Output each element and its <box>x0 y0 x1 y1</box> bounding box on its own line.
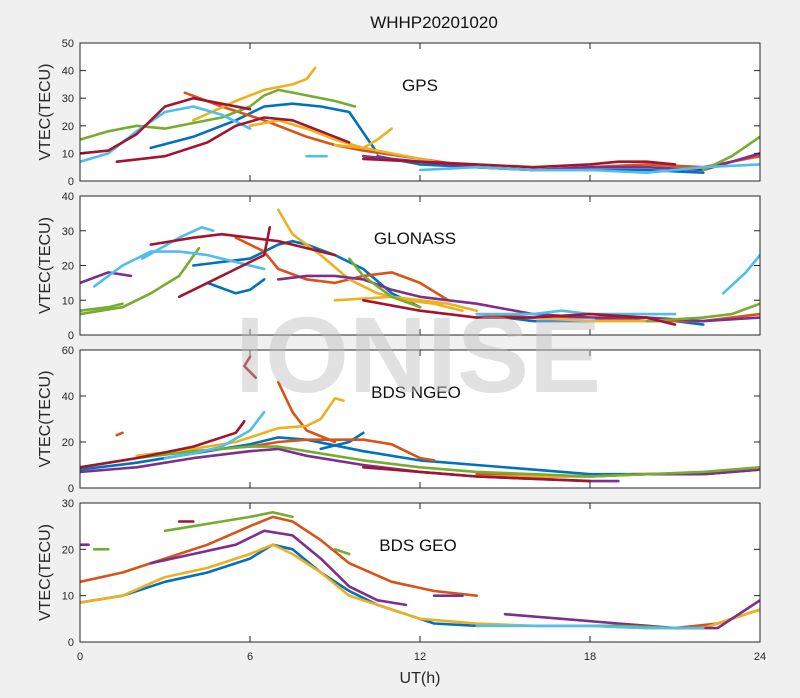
series-line-6 <box>333 295 479 313</box>
y-tick-label: 10 <box>62 591 74 603</box>
panel-name-label: GLONASS <box>374 229 456 248</box>
series-line-17 <box>721 253 760 295</box>
y-tick-label: 40 <box>62 191 74 203</box>
y-tick-label: 0 <box>68 637 74 649</box>
series-line-5 <box>276 208 464 313</box>
series-group <box>80 510 760 630</box>
panel-gps: 0 10 20 30 40 50 VTEC(TECU) GPS <box>37 38 761 188</box>
watermark: IONISE <box>235 294 601 415</box>
x-tick-label: 6 <box>247 651 253 663</box>
y-tick-label: 20 <box>62 121 74 133</box>
series-line-4 <box>276 380 337 444</box>
y-tick-label: 0 <box>68 483 74 495</box>
series-line-12 <box>475 624 705 630</box>
panel-name-label: BDS GEO <box>379 536 456 555</box>
panel-bds-ngeo: 0 20 40 60 VTEC(TECU) BDS NGEO <box>37 345 761 495</box>
panel-name-label: GPS <box>402 76 438 95</box>
series-line-2 <box>206 278 266 295</box>
series-line-2 <box>115 431 124 437</box>
series-line-8 <box>163 510 294 533</box>
series-line-11 <box>80 246 201 316</box>
series-line-18 <box>149 232 337 257</box>
series-line-13 <box>80 419 246 469</box>
y-tick-label: 50 <box>62 38 74 50</box>
series-line-15 <box>141 226 215 260</box>
x-tick-label: 0 <box>77 651 83 663</box>
series-line-0 <box>192 239 422 309</box>
panel-bds-geo: 0 10 20 30 0 6 12 18 24 VTEC(TECU) BDS GEO <box>37 498 766 663</box>
series-line-14 <box>361 465 592 483</box>
y-axis-label: VTEC(TECU) <box>37 524 54 621</box>
series-line-14 <box>115 116 351 163</box>
y-tick-label: 40 <box>62 391 74 403</box>
series-line-6 <box>135 396 345 458</box>
series-line-5 <box>248 119 450 166</box>
y-axis-label: VTEC(TECU) <box>37 64 54 161</box>
series-line-7 <box>531 316 649 323</box>
series-line-4 <box>149 529 408 607</box>
series-line-10 <box>333 547 351 556</box>
plot-area <box>80 43 760 181</box>
panels: 0 10 20 30 40 50 VTEC(TECU) GPS 0 10 20 30 40 VTEC(TE… <box>37 38 766 663</box>
series-line-10 <box>80 302 124 313</box>
y-tick-label: 30 <box>62 226 74 238</box>
series-line-12 <box>418 163 760 174</box>
y-tick-label: 30 <box>62 498 74 510</box>
x-tick-label: 12 <box>414 651 426 663</box>
series-line-15 <box>361 157 677 169</box>
y-tick-label: 10 <box>62 295 74 307</box>
x-tick-label: 18 <box>584 651 596 663</box>
y-tick-label: 60 <box>62 345 74 357</box>
series-line-8 <box>80 88 357 141</box>
series-line-20 <box>361 298 677 326</box>
y-tick-label: 0 <box>68 330 74 342</box>
y-tick-label: 0 <box>68 176 74 188</box>
series-line-3 <box>248 438 436 462</box>
y-tick-label: 20 <box>62 437 74 449</box>
y-axis-label: VTEC(TECU) <box>37 371 54 468</box>
series-line-12 <box>243 355 257 379</box>
series-line-1 <box>319 431 365 451</box>
panel-glonass: 0 10 20 30 40 VTEC(TECU) GLONASS <box>37 191 761 342</box>
series-line-14 <box>92 250 266 288</box>
y-tick-label: 20 <box>62 261 74 273</box>
x-tick-label: 24 <box>754 651 766 663</box>
series-line-13 <box>645 302 760 323</box>
y-axis-label: VTEC(TECU) <box>37 217 54 314</box>
y-tick-label: 30 <box>62 93 74 105</box>
series-group <box>80 66 760 174</box>
series-line-11 <box>163 410 266 460</box>
series-line-0 <box>149 102 379 155</box>
series-line-19 <box>177 226 272 299</box>
y-tick-label: 40 <box>62 66 74 78</box>
figure-title: WHHP20201020 <box>370 13 498 32</box>
y-tick-label: 20 <box>62 544 74 556</box>
series-group <box>80 355 760 483</box>
series-line-3 <box>234 236 450 302</box>
x-axis-label: UT(h) <box>400 670 441 687</box>
series-line-6 <box>333 127 394 150</box>
series-line-12 <box>347 257 422 309</box>
series-line-13 <box>80 96 252 155</box>
panel-name-label: BDS NGEO <box>371 383 461 402</box>
y-tick-label: 10 <box>62 148 74 160</box>
series-line-16 <box>475 309 677 316</box>
series-line-8 <box>80 271 133 285</box>
series-line-9 <box>701 135 760 172</box>
plot-area <box>80 350 760 488</box>
series-group <box>80 208 760 326</box>
series-line-10 <box>80 105 252 163</box>
